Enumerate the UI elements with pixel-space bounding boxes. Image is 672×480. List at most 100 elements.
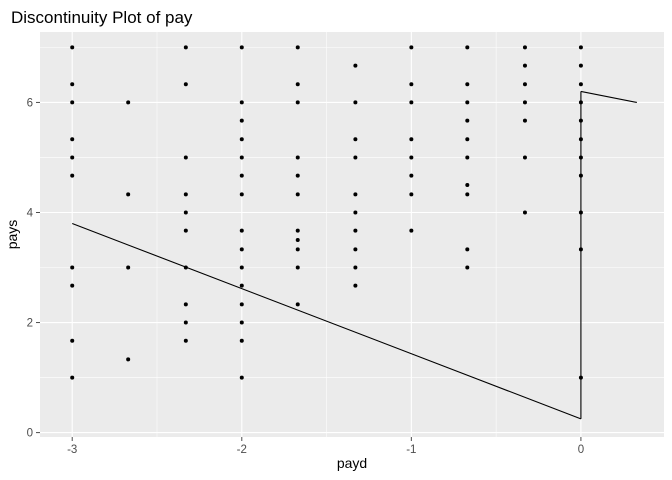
x-axis-title: payd <box>337 455 367 471</box>
data-point <box>70 45 75 50</box>
y-tick-label: 0 <box>27 428 33 440</box>
data-point <box>578 210 583 215</box>
data-point <box>578 63 583 68</box>
data-point <box>183 265 188 270</box>
data-point <box>409 155 414 160</box>
data-point <box>578 155 583 160</box>
data-point <box>465 82 470 87</box>
data-point <box>353 63 358 68</box>
data-point <box>353 100 358 105</box>
data-point <box>578 137 583 142</box>
plot-panel <box>40 32 664 437</box>
data-point <box>409 82 414 87</box>
data-point <box>353 155 358 160</box>
data-point <box>295 173 300 178</box>
y-tick-label: 6 <box>27 97 33 109</box>
data-point <box>578 173 583 178</box>
data-point <box>578 118 583 123</box>
data-point <box>522 210 527 215</box>
x-tick-label: -1 <box>406 444 416 456</box>
data-point <box>239 155 244 160</box>
data-point <box>522 155 527 160</box>
data-point <box>465 265 470 270</box>
line-segment <box>580 90 637 103</box>
data-point <box>295 100 300 105</box>
data-point <box>353 137 358 142</box>
data-point <box>239 265 244 270</box>
data-point <box>239 320 244 325</box>
y-axis: 0 2 4 6 <box>27 97 40 440</box>
data-point <box>578 375 583 380</box>
data-point <box>239 192 244 197</box>
x-tick-label: -2 <box>237 444 247 456</box>
data-point <box>409 228 414 233</box>
data-point <box>522 118 527 123</box>
data-point <box>126 265 131 270</box>
data-point <box>295 238 300 243</box>
data-point <box>183 45 188 50</box>
data-point <box>295 155 300 160</box>
data-point <box>295 265 300 270</box>
data-point <box>126 192 131 197</box>
x-tick-label: -3 <box>67 444 77 456</box>
x-axis: -3 -2 -1 0 <box>67 437 584 456</box>
data-point <box>353 210 358 215</box>
discontinuity-line <box>72 90 637 420</box>
data-point <box>183 82 188 87</box>
data-point <box>409 173 414 178</box>
data-point <box>239 173 244 178</box>
data-point <box>465 192 470 197</box>
data-point <box>465 100 470 105</box>
data-point <box>183 338 188 343</box>
data-point <box>239 338 244 343</box>
y-axis-title: pays <box>4 220 20 250</box>
data-point <box>465 182 470 187</box>
data-point <box>183 155 188 160</box>
data-point <box>126 100 131 105</box>
data-point <box>183 192 188 197</box>
data-point <box>239 45 244 50</box>
data-point <box>126 357 131 362</box>
data-point <box>239 247 244 252</box>
data-point <box>465 247 470 252</box>
line-segment <box>72 222 582 420</box>
data-point <box>295 192 300 197</box>
data-point <box>295 45 300 50</box>
x-tick-label: 0 <box>578 444 584 456</box>
data-point <box>578 82 583 87</box>
data-point <box>239 302 244 307</box>
data-point <box>295 247 300 252</box>
data-point <box>183 228 188 233</box>
data-point <box>465 137 470 142</box>
data-point <box>70 375 75 380</box>
data-point <box>353 228 358 233</box>
data-point <box>295 302 300 307</box>
data-point <box>70 173 75 178</box>
grid-minor <box>40 32 664 437</box>
y-tick-label: 4 <box>27 207 34 219</box>
data-point <box>239 100 244 105</box>
data-point <box>239 375 244 380</box>
data-points <box>70 45 583 380</box>
data-point <box>353 283 358 288</box>
data-point <box>70 283 75 288</box>
data-point <box>578 45 583 50</box>
data-point <box>409 137 414 142</box>
data-point <box>409 100 414 105</box>
data-point <box>578 100 583 105</box>
data-point <box>465 45 470 50</box>
data-point <box>70 338 75 343</box>
data-point <box>70 137 75 142</box>
data-point <box>239 137 244 142</box>
data-point <box>70 100 75 105</box>
data-point <box>522 100 527 105</box>
data-point <box>295 228 300 233</box>
data-point <box>70 82 75 87</box>
data-point <box>239 283 244 288</box>
data-point <box>239 228 244 233</box>
data-point <box>409 45 414 50</box>
data-point <box>183 320 188 325</box>
data-point <box>183 210 188 215</box>
chart-title: Discontinuity Plot of pay <box>11 8 193 27</box>
data-point <box>522 82 527 87</box>
